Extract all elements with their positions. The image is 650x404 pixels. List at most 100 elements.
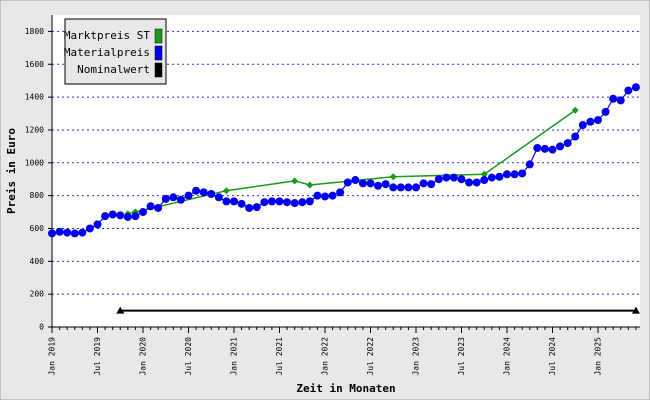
point: [374, 181, 383, 190]
point: [313, 191, 322, 200]
point: [275, 197, 284, 206]
point: [480, 176, 489, 185]
point: [465, 178, 474, 187]
point: [525, 160, 534, 169]
x-tick-label: Jul 2021: [275, 337, 284, 376]
point: [548, 145, 557, 154]
series-segment: [483, 109, 576, 175]
point: [427, 180, 436, 189]
legend-swatch: [154, 28, 163, 44]
point: [237, 199, 246, 208]
point: [578, 121, 587, 130]
point: [351, 176, 360, 185]
y-tick-label: 1200: [25, 125, 44, 134]
point: [594, 116, 602, 125]
point: [252, 203, 261, 212]
point: [63, 228, 72, 237]
point: [495, 172, 504, 181]
y-tick-label: 1400: [25, 93, 44, 102]
point: [540, 144, 549, 153]
point: [449, 173, 458, 182]
point: [291, 177, 299, 185]
point: [328, 191, 337, 200]
point: [283, 198, 292, 207]
point: [434, 175, 443, 184]
legend-label: Nominalwert: [77, 63, 150, 76]
point: [116, 306, 125, 314]
point: [70, 229, 79, 238]
point: [358, 179, 367, 188]
x-tick-label: Jan 2022: [321, 337, 330, 376]
point: [472, 178, 481, 187]
point: [518, 169, 527, 178]
point: [55, 227, 64, 236]
point: [586, 117, 595, 126]
point: [571, 132, 580, 141]
point: [336, 188, 345, 197]
point: [169, 193, 178, 202]
point: [601, 107, 610, 116]
legend-box: [64, 18, 167, 85]
point: [609, 94, 618, 103]
point: [419, 179, 428, 188]
legend-label: Materialpreis: [64, 46, 150, 59]
x-tick-label: Jul 2022: [366, 337, 375, 376]
point: [184, 191, 193, 200]
point: [366, 179, 375, 188]
point: [396, 183, 405, 192]
point: [389, 173, 397, 181]
x-axis-label: Zeit in Monaten: [296, 382, 395, 395]
point: [48, 229, 56, 238]
point: [123, 212, 132, 221]
point: [207, 189, 216, 198]
x-tick-label: Jan 2024: [503, 337, 512, 376]
point: [85, 224, 94, 233]
x-tick-label: Jan 2019: [48, 337, 57, 376]
point: [260, 198, 269, 207]
legend-label: Marktpreis ST: [64, 29, 150, 42]
point: [108, 210, 117, 219]
point: [161, 194, 170, 203]
point: [457, 175, 466, 184]
y-tick-label: 800: [30, 191, 45, 200]
point: [78, 228, 87, 237]
y-tick-label: 1000: [25, 158, 44, 167]
point: [199, 188, 208, 197]
point: [222, 197, 231, 206]
point: [192, 186, 201, 195]
point: [298, 198, 307, 207]
y-axis-label: Preis in Euro: [5, 128, 18, 214]
x-tick-label: Jul 2023: [457, 337, 466, 376]
point: [101, 212, 110, 221]
point: [631, 83, 640, 92]
point: [93, 220, 102, 229]
point: [389, 183, 398, 192]
point: [442, 173, 451, 182]
y-tick-label: 0: [39, 323, 44, 332]
point: [510, 170, 519, 179]
point: [306, 181, 314, 189]
point: [631, 306, 640, 314]
point: [343, 178, 352, 187]
point: [321, 192, 329, 201]
y-tick-label: 1800: [25, 27, 44, 36]
x-tick-label: Jan 2021: [230, 337, 239, 376]
legend-swatch: [154, 62, 163, 78]
point: [305, 197, 314, 206]
point: [563, 139, 572, 148]
point: [616, 96, 625, 105]
x-tick-label: Jan 2023: [412, 337, 421, 376]
point: [267, 197, 276, 206]
point: [116, 211, 125, 220]
point: [154, 203, 163, 212]
point: [404, 183, 413, 192]
point: [146, 202, 155, 211]
series-segment: [226, 180, 295, 192]
y-tick-label: 200: [30, 290, 45, 299]
point: [131, 212, 140, 221]
legend-swatch: [154, 45, 163, 61]
point: [230, 197, 238, 206]
x-tick-label: Jul 2019: [93, 337, 102, 376]
point: [381, 180, 390, 189]
